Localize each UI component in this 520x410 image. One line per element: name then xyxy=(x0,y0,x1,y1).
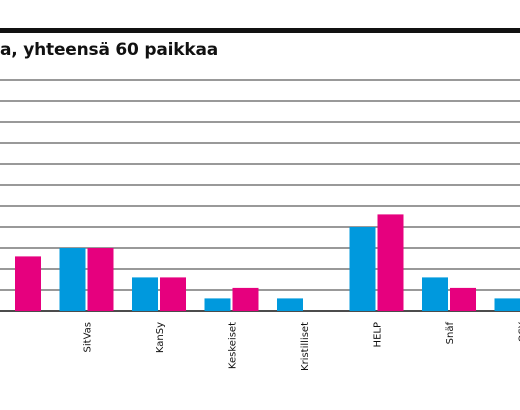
bar-blue-Kristilliset xyxy=(277,298,303,311)
bar-pink-SitVas xyxy=(87,248,114,311)
bar-blue-Snäf xyxy=(422,277,448,311)
x-tick-label: OSY xyxy=(518,321,520,342)
bar-blue-OSY xyxy=(494,298,520,311)
bar-pink-Snäf xyxy=(450,287,476,311)
x-tick-label: Kristilliset xyxy=(300,322,311,371)
bar-blue-Keskeiset xyxy=(204,298,231,311)
bar-pink-HELP xyxy=(377,214,404,311)
bar-blue-HELP xyxy=(349,227,376,311)
bar-blue-SitVas xyxy=(59,248,86,311)
x-tick-label: SitVas xyxy=(83,322,94,352)
bar-blue-KanSy xyxy=(132,277,158,311)
top-rule xyxy=(0,28,520,33)
x-tick-label: HELP xyxy=(373,322,384,347)
bar-pink-Keskeiset xyxy=(232,287,259,311)
x-tick-label: KanSy xyxy=(155,322,166,353)
x-tick-label: Snäf xyxy=(445,322,456,345)
bar-pink-first xyxy=(15,256,41,311)
chart-title: a, yhteensä 60 paikkaa xyxy=(0,40,219,60)
x-tick-label: Keskeiset xyxy=(228,322,239,369)
bar-pink-KanSy xyxy=(160,277,186,311)
